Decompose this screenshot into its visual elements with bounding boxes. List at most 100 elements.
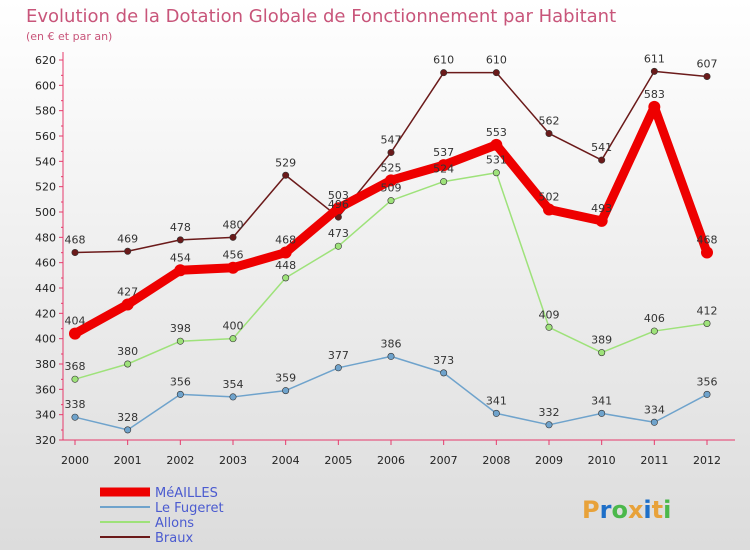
data-point <box>69 327 81 340</box>
data-point <box>121 298 134 311</box>
data-label: 509 <box>381 182 402 195</box>
x-tick-label: 2011 <box>640 454 668 467</box>
y-tick-label: 320 <box>35 434 56 447</box>
data-label: 562 <box>539 114 560 127</box>
x-tick-label: 2003 <box>219 454 247 467</box>
data-point <box>124 360 132 368</box>
x-tick-label: 2007 <box>430 454 458 467</box>
x-tick-label: 2002 <box>166 454 194 467</box>
data-label: 469 <box>117 232 138 245</box>
data-point <box>595 214 608 227</box>
data-point <box>124 426 132 434</box>
data-point <box>440 69 448 77</box>
data-label: 493 <box>591 202 612 215</box>
data-point <box>650 67 658 75</box>
y-tick-label: 500 <box>35 206 56 219</box>
y-tick-label: 360 <box>35 383 56 396</box>
data-label: 389 <box>591 334 612 347</box>
x-tick-label: 2005 <box>324 454 352 467</box>
data-point <box>176 390 184 398</box>
data-label: 359 <box>275 372 296 385</box>
data-point <box>385 174 397 187</box>
data-label: 400 <box>223 320 244 333</box>
data-label: 503 <box>328 189 349 202</box>
data-point <box>598 156 606 164</box>
chart-subtitle: (en € et par an) <box>26 30 112 43</box>
data-label: 377 <box>328 349 349 362</box>
logo-letter: r <box>600 496 612 524</box>
data-point <box>543 203 555 216</box>
data-label: 386 <box>381 337 402 350</box>
data-point <box>227 261 239 274</box>
data-point <box>545 323 553 331</box>
y-tick-label: 440 <box>35 282 56 295</box>
data-point <box>492 69 500 77</box>
data-label: 373 <box>433 354 454 367</box>
data-label: 541 <box>591 141 612 154</box>
data-point <box>650 418 658 426</box>
logo-letter: i <box>663 496 671 524</box>
data-label: 409 <box>539 308 560 321</box>
data-point <box>71 413 79 421</box>
data-label: 356 <box>170 375 191 388</box>
data-label: 553 <box>486 126 507 139</box>
data-label: 537 <box>433 146 454 159</box>
data-label: 480 <box>223 218 244 231</box>
data-labels: 468 469 478 480 529 496 547 610 610 562 541 611 607 3… <box>65 52 718 423</box>
data-label: 356 <box>697 375 718 388</box>
data-point <box>282 171 290 179</box>
data-point <box>176 236 184 244</box>
y-tick-label: 460 <box>35 257 56 270</box>
x-tick-label: 2006 <box>377 454 405 467</box>
data-label: 583 <box>644 88 665 101</box>
data-label: 468 <box>65 234 86 247</box>
data-point <box>387 148 395 156</box>
x-tick-label: 2001 <box>114 454 142 467</box>
data-label: 338 <box>65 398 86 411</box>
data-label: 525 <box>381 161 402 174</box>
data-point <box>174 264 187 277</box>
data-point <box>229 233 237 241</box>
data-point <box>598 349 606 357</box>
data-label: 496 <box>328 198 349 211</box>
data-point <box>545 421 553 429</box>
x-tick-label: 2008 <box>482 454 510 467</box>
data-point <box>387 352 395 360</box>
chart-title: Evolution de la Dotation Globale de Fonc… <box>26 6 616 27</box>
y-tick-label: 560 <box>35 130 56 143</box>
data-point <box>490 138 503 151</box>
data-label: 368 <box>65 360 86 373</box>
data-label: 607 <box>697 57 718 70</box>
logo-letter: i <box>643 496 651 524</box>
x-tick-label: 2000 <box>61 454 89 467</box>
data-label: 468 <box>275 234 296 247</box>
data-point <box>492 409 500 417</box>
data-label: 468 <box>697 234 718 247</box>
data-label: 427 <box>117 285 138 298</box>
data-label: 531 <box>486 154 507 167</box>
data-label: 547 <box>381 133 402 146</box>
logo-letter: o <box>611 496 628 524</box>
data-point <box>703 319 711 327</box>
data-point <box>648 100 661 113</box>
data-point <box>71 249 79 257</box>
data-point <box>229 335 237 343</box>
legend-entry: Allons <box>155 516 194 531</box>
data-label: 478 <box>170 221 191 234</box>
data-point <box>279 246 292 259</box>
axes: 320 340 360 380 400 420 440 460 480 500 520 540 560 5… <box>35 52 735 467</box>
logo-letter: P <box>582 496 600 524</box>
data-point <box>176 337 184 345</box>
data-label: 502 <box>539 190 560 203</box>
data-point <box>332 202 345 215</box>
data-point <box>703 390 711 398</box>
proxiti-logo: Proxiti <box>582 496 671 524</box>
data-label: 529 <box>275 156 296 169</box>
x-tick-label: 2004 <box>272 454 300 467</box>
data-point <box>387 197 395 205</box>
data-point <box>440 369 448 377</box>
data-point <box>229 393 237 401</box>
